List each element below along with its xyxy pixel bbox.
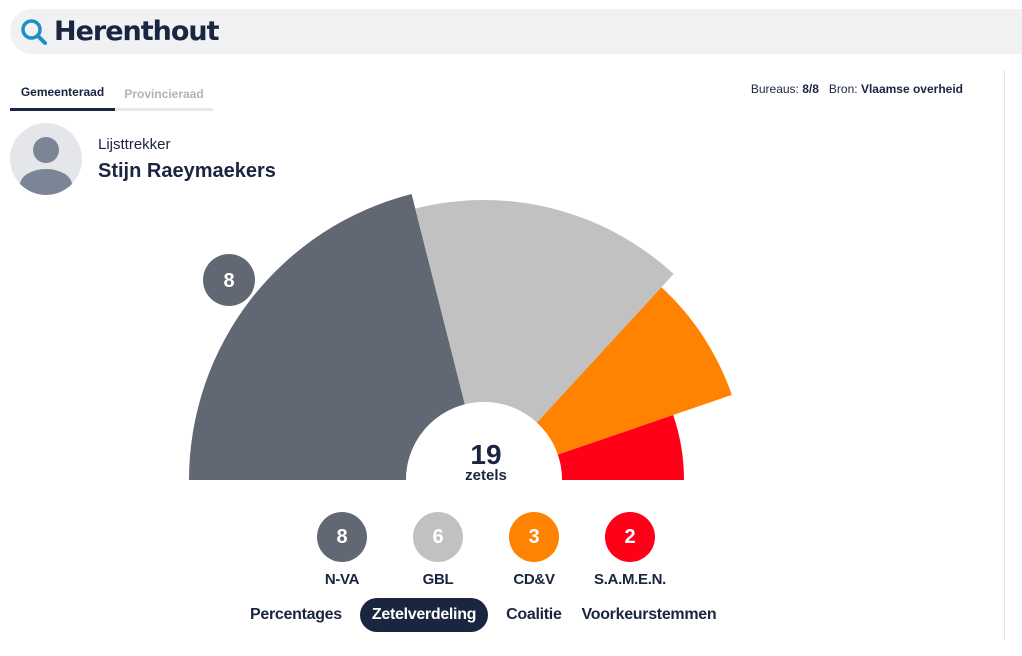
seat-segment-n-va[interactable] bbox=[189, 194, 465, 480]
search-icon[interactable] bbox=[20, 18, 48, 46]
bron-value: Vlaamse overheid bbox=[860, 82, 963, 96]
party-name: CD&V bbox=[513, 571, 555, 588]
segment-label-badge bbox=[203, 254, 255, 306]
tab-zetelverdeling[interactable]: Zetelverdeling bbox=[359, 598, 489, 632]
party-name: GBL bbox=[422, 571, 454, 588]
party-gbl[interactable]: 6 GBL bbox=[393, 512, 483, 588]
party-seats-badge: 8 bbox=[317, 512, 367, 562]
total-seats-value: 19 bbox=[470, 439, 501, 470]
party-seats-badge: 2 bbox=[605, 512, 655, 562]
council-tabs: Gemeenteraad Provincieraad bbox=[10, 76, 213, 111]
person-icon bbox=[20, 137, 72, 195]
bureaus-label: Bureaus: bbox=[750, 82, 799, 96]
municipality-title: Herenthout bbox=[54, 16, 220, 47]
party-seats-badge: 3 bbox=[509, 512, 559, 562]
source-info: Bureaus: 8/8 Bron: Vlaamse overheid bbox=[751, 82, 963, 96]
search-bar[interactable]: Herenthout bbox=[10, 9, 1022, 54]
leader-name: Stijn Raeymaekers bbox=[98, 160, 276, 182]
party-legend: 8 N-VA 6 GBL 3 CD&V 2 S.A.M.E.N. bbox=[0, 512, 1000, 592]
bron-label: Bron: bbox=[828, 82, 858, 96]
bureaus-info: Bureaus: 8/8 bbox=[751, 82, 819, 96]
party-cdv[interactable]: 3 CD&V bbox=[489, 512, 579, 588]
party-nva[interactable]: 8 N-VA bbox=[297, 512, 387, 588]
total-seats-label: zetels bbox=[465, 467, 507, 484]
avatar bbox=[10, 123, 82, 195]
tab-provincieraad[interactable]: Provincieraad bbox=[124, 86, 204, 101]
party-name: N-VA bbox=[324, 571, 360, 588]
party-seats-badge: 6 bbox=[413, 512, 463, 562]
seat-segment-gbl[interactable] bbox=[415, 200, 674, 423]
scrollbar-track[interactable] bbox=[1004, 70, 1005, 640]
seat-segment-cd-v[interactable] bbox=[536, 287, 732, 455]
seat-segment-s-a-m-e-n[interactable] bbox=[557, 415, 684, 480]
tab-percentages[interactable]: Percentages bbox=[250, 606, 342, 623]
party-name: S.A.M.E.N. bbox=[593, 571, 666, 588]
chart-baseline-mask bbox=[0, 480, 1000, 500]
chart-center-hole bbox=[406, 402, 562, 500]
bureaus-value: 8/8 bbox=[802, 82, 819, 96]
view-tabs: Percentages Zetelverdeling Coalitie Voor… bbox=[240, 598, 726, 632]
bron-info: Bron: Vlaamse overheid bbox=[829, 82, 963, 96]
party-samen[interactable]: 2 S.A.M.E.N. bbox=[585, 512, 675, 588]
tab-coalitie[interactable]: Coalitie bbox=[506, 606, 562, 623]
tab-voorkeurstemmen[interactable]: Voorkeurstemmen bbox=[581, 606, 717, 623]
segment-label-value: 8 bbox=[223, 270, 234, 292]
tab-gemeenteraad[interactable]: Gemeenteraad bbox=[10, 76, 115, 111]
leader-label: Lijsttrekker bbox=[98, 136, 171, 153]
